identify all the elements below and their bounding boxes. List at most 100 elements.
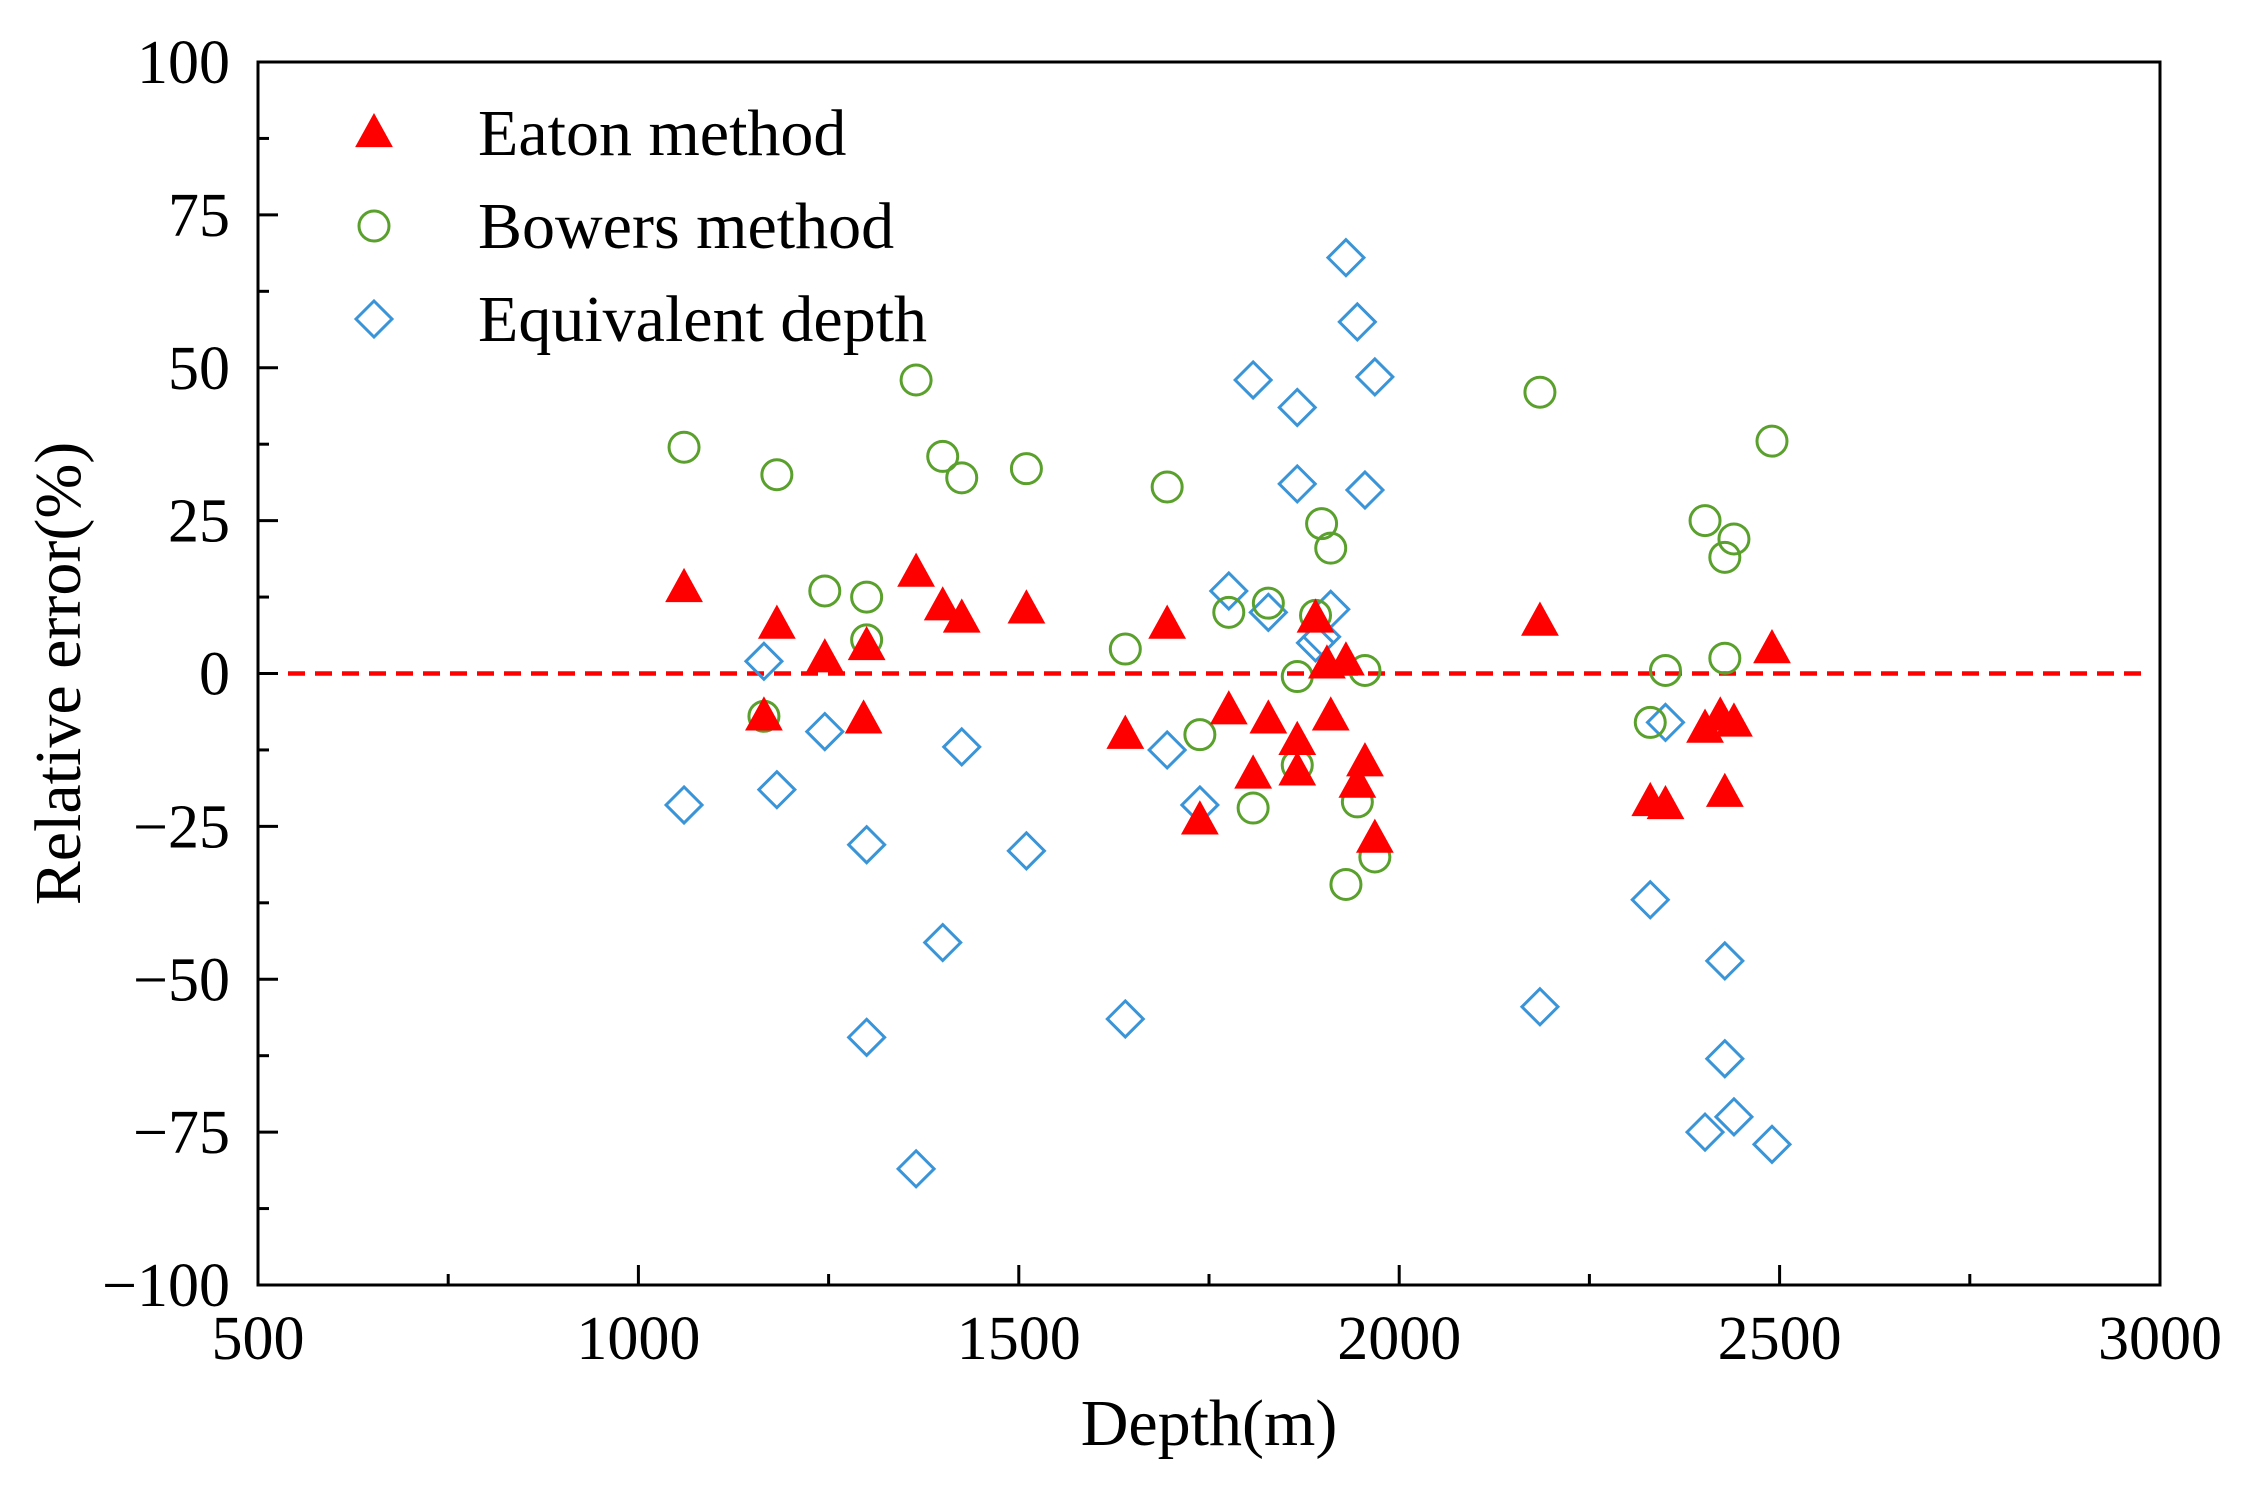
x-tick-label: 1500 xyxy=(957,1305,1081,1373)
data-point xyxy=(1208,570,1249,612)
data-point xyxy=(808,574,842,608)
data-point xyxy=(1338,763,1377,798)
y-tick-label: −25 xyxy=(133,793,230,861)
data-point xyxy=(1233,359,1274,401)
data-point xyxy=(847,625,886,661)
data-point xyxy=(1108,632,1142,666)
data-point xyxy=(756,769,797,810)
data-point xyxy=(926,439,960,473)
data-point xyxy=(1354,356,1395,398)
data-point xyxy=(923,586,962,621)
legend: Eaton method Bowers method Equivalent dept… xyxy=(353,97,927,356)
data-point xyxy=(846,824,887,865)
data-point xyxy=(1704,1038,1745,1079)
y-axis-label: Relative error(%) xyxy=(22,442,95,906)
data-point xyxy=(1646,784,1685,820)
data-point xyxy=(1248,592,1289,633)
data-point xyxy=(1006,830,1047,871)
x-tick-label: 2000 xyxy=(1337,1305,1461,1373)
data-point xyxy=(846,1017,887,1058)
x-tick-label: 1000 xyxy=(576,1305,700,1373)
y-tick-label: 25 xyxy=(168,488,230,556)
data-point xyxy=(1713,1096,1755,1137)
data-point xyxy=(1715,702,1753,737)
data-point xyxy=(743,641,785,682)
data-point xyxy=(1311,696,1350,731)
data-point xyxy=(1751,1124,1793,1165)
data-point xyxy=(1645,702,1686,743)
legend-item: Eaton method xyxy=(355,97,846,170)
data-point xyxy=(850,580,884,614)
x-tick-label: 2500 xyxy=(1718,1305,1842,1373)
data-point xyxy=(1009,452,1043,486)
data-point xyxy=(1708,540,1742,574)
x-tick-label: 500 xyxy=(212,1305,305,1373)
data-point xyxy=(1521,601,1559,636)
data-point xyxy=(1147,729,1188,771)
data-point xyxy=(1314,531,1348,565)
data-point xyxy=(1705,772,1744,807)
data-point xyxy=(1708,641,1742,675)
data-point xyxy=(1688,504,1722,538)
data-point xyxy=(1519,986,1561,1027)
data-point xyxy=(1355,818,1394,853)
data-point xyxy=(1106,714,1145,749)
legend-label: Equivalent depth xyxy=(478,283,927,356)
data-point xyxy=(1209,690,1248,725)
data-point xyxy=(1277,463,1318,505)
data-point xyxy=(1180,800,1219,835)
data-point xyxy=(1704,940,1745,982)
data-point xyxy=(1150,470,1184,504)
data-point xyxy=(1148,604,1187,639)
data-point xyxy=(805,638,844,673)
data-point xyxy=(1280,660,1314,694)
data-point xyxy=(1684,1112,1726,1153)
data-point xyxy=(1212,595,1246,629)
data-point xyxy=(922,922,963,963)
x-tick-label: 3000 xyxy=(2098,1305,2222,1373)
y-tick-label: −75 xyxy=(133,1099,230,1167)
data-point xyxy=(897,552,935,587)
data-point xyxy=(1249,699,1288,734)
data-point xyxy=(844,699,883,734)
data-point xyxy=(1251,586,1285,620)
y-tick-label: −100 xyxy=(102,1252,230,1320)
x-axis-label: Depth(m) xyxy=(1081,1387,1338,1460)
data-point xyxy=(1105,998,1146,1040)
y-tick-label: −50 xyxy=(133,946,230,1014)
data-point xyxy=(760,458,794,492)
data-point xyxy=(1337,301,1378,343)
data-point xyxy=(1278,751,1317,786)
data-point xyxy=(945,461,979,495)
data-point xyxy=(745,696,783,731)
data-point xyxy=(1325,237,1367,278)
y-tick-label: 75 xyxy=(168,182,230,250)
data-point xyxy=(942,598,981,633)
data-point xyxy=(1344,469,1386,511)
data-point xyxy=(1523,375,1557,409)
legend-marker xyxy=(355,112,393,148)
legend-label: Bowers method xyxy=(478,190,894,263)
data-point xyxy=(663,784,705,826)
legend-item: Equivalent depth xyxy=(353,283,927,356)
data-point xyxy=(941,726,982,768)
legend-marker xyxy=(353,298,395,340)
legend-item: Bowers method xyxy=(357,190,894,263)
data-point xyxy=(757,604,796,639)
data-point xyxy=(1296,598,1335,633)
y-tick-label: 0 xyxy=(199,641,230,709)
data-point xyxy=(1278,720,1317,755)
data-point xyxy=(1717,522,1751,556)
series-eaton-method xyxy=(665,552,1791,853)
data-point xyxy=(1236,791,1270,825)
data-point xyxy=(804,711,845,752)
data-point xyxy=(1305,507,1339,541)
data-point xyxy=(1329,867,1363,901)
data-point xyxy=(1007,589,1046,624)
data-point xyxy=(1277,387,1318,428)
data-point xyxy=(1753,629,1791,664)
data-point xyxy=(1633,705,1667,739)
data-point xyxy=(1327,641,1365,676)
